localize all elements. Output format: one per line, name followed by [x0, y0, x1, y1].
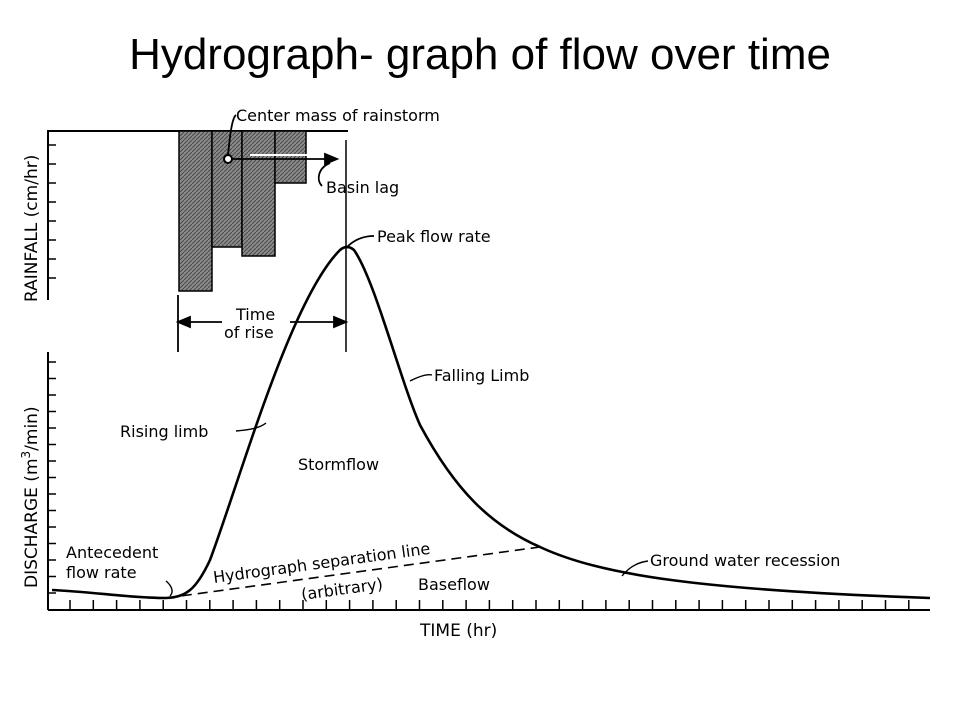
antecedent-label: Antecedent — [66, 543, 158, 562]
rainfall-bar — [178, 130, 213, 292]
separation-line-label: Hydrograph separation line — [212, 539, 431, 587]
peak-flow-label: Peak flow rate — [377, 227, 491, 246]
hydrograph-curve — [51, 245, 931, 600]
baseflow-label: Baseflow — [418, 575, 490, 594]
discharge-axis-text: DISCHARGE (m — [22, 458, 42, 588]
label-leaders — [165, 374, 649, 597]
antecedent-label-2: flow rate — [66, 563, 137, 582]
rising-limb-label: Rising limb — [120, 422, 208, 441]
time-axis-label: TIME (hr) — [419, 621, 497, 641]
discharge-axis-unit: /min) — [22, 406, 42, 450]
discharge-axis — [47, 352, 930, 611]
center-mass-label: Center mass of rainstorm — [236, 106, 440, 125]
discharge-axis-sup: 3 — [19, 451, 33, 459]
rainfall-axis-label: RAINFALL (cm/hr) — [22, 155, 42, 302]
center-mass-marker — [223, 154, 233, 164]
falling-limb-label: Falling Limb — [434, 366, 529, 385]
time-of-rise-label: Time — [235, 305, 275, 324]
time-of-rise-label-2: of rise — [224, 323, 274, 342]
discharge-axis-label: DISCHARGE (m3/min) — [19, 406, 42, 588]
rainfall-hyetograph — [178, 130, 307, 292]
time-of-rise-bracket — [175, 295, 349, 352]
rainfall-bar — [241, 130, 276, 257]
rainfall-bar — [274, 130, 307, 184]
rainfall-bar — [211, 130, 243, 248]
basin-lag-label: Basin lag — [326, 178, 399, 197]
slide-title: Hydrograph- graph of flow over time — [129, 30, 831, 79]
groundwater-label: Ground water recession — [650, 551, 840, 570]
stormflow-label: Stormflow — [298, 455, 379, 474]
